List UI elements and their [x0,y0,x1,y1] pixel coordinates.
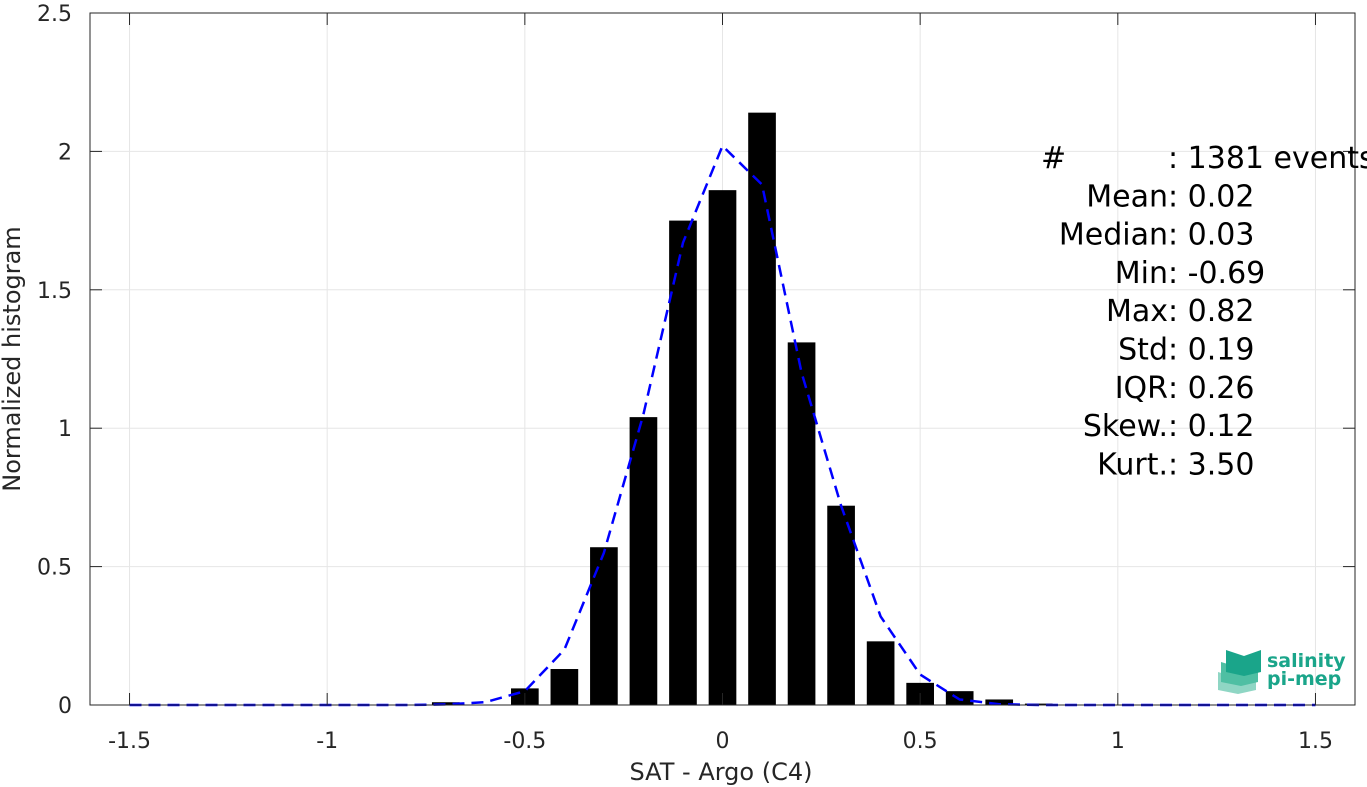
stat-value: : 0.82 [1168,294,1254,329]
histogram-bar [629,417,658,705]
stat-value: : 0.26 [1168,371,1254,406]
histogram-bars [431,112,1053,706]
stat-value: : 0.02 [1168,179,1254,214]
stat-label: Std [1118,333,1168,368]
logo-line1: salinity [1267,650,1346,672]
y-tick-label: 1.5 [37,279,72,304]
y-axis-label: Normalized histogram [0,226,26,491]
x-tick-label: 0.5 [903,729,938,754]
stat-label: # [1041,141,1066,176]
logo-line2: pi-mep [1267,668,1341,690]
stat-value: : 0.12 [1168,409,1254,444]
stat-label: Min [1115,256,1168,291]
stat-value: : 0.03 [1168,218,1254,253]
histogram-bar [669,220,697,705]
x-axis-label: SAT - Argo (C4) [630,758,813,786]
stat-label: IQR [1115,371,1168,406]
x-tick-label: -1 [316,729,338,754]
stat-value: : -0.69 [1168,256,1265,291]
histogram-bar [748,112,776,705]
stat-value: : 1381 events [1168,141,1367,176]
histogram-bar [866,641,895,705]
x-axis-ticks: -1.5 -1 -0.5 0 0.5 1 1.5 [108,13,1333,754]
stat-label: Kurt. [1097,447,1168,482]
layers-icon [1218,650,1261,694]
histogram-bar [431,702,460,705]
x-tick-label: 0 [716,729,730,754]
histogram-bar [708,190,737,706]
stat-label: Mean [1086,179,1168,214]
salinity-pimep-logo: salinity pi-mep [1218,650,1346,694]
y-axis-ticks: 0 0.5 1 1.5 2 2.5 [37,2,1355,719]
x-tick-label: 1 [1111,729,1125,754]
histogram-bar [827,505,855,705]
stat-value: : 0.19 [1168,333,1254,368]
histogram-bar [985,699,1014,705]
histogram-bar [550,669,579,705]
x-tick-label: 1.5 [1298,729,1333,754]
y-tick-label: 0.5 [37,556,72,581]
y-tick-label: 2 [58,140,72,165]
y-tick-label: 1 [58,417,72,442]
y-tick-label: 2.5 [37,2,72,27]
histogram-bar [590,547,618,705]
histogram-bar [787,342,816,705]
y-tick-label: 0 [58,694,72,719]
stat-label: Max [1106,294,1168,329]
x-tick-label: -0.5 [503,729,546,754]
x-tick-label: -1.5 [108,729,151,754]
stat-label: Skew. [1083,409,1168,444]
stat-value: : 3.50 [1168,447,1254,482]
stat-label: Median [1059,218,1168,253]
